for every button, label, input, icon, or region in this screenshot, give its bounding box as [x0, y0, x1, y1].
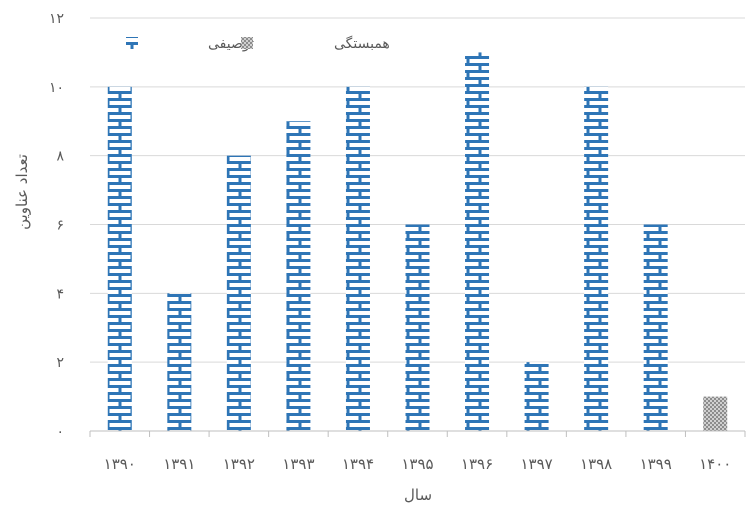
y-tick-label: ۸ [56, 149, 64, 165]
x-tick-label: ۱۳۹۷ [520, 455, 552, 473]
x-tick-label: ۱۳۹۴ [342, 455, 374, 473]
bar-descriptive[interactable] [405, 224, 430, 432]
x-tick-label: ۱۳۹۹ [640, 455, 672, 473]
x-tick-label: ۱۳۹۳ [282, 455, 314, 473]
bars [107, 52, 728, 432]
y-tick-label: ۱۰ [49, 80, 64, 96]
legend-item-descriptive[interactable]: توصیفی [126, 36, 254, 52]
x-tick-label: ۱۴۰۰ [699, 455, 731, 473]
y-tick-label: ۴ [56, 286, 64, 302]
bar-descriptive[interactable] [167, 293, 192, 431]
legend: توصیفی همبستگی [126, 35, 390, 52]
axes: ۰ ۲ ۴ ۶ ۸ ۱۰ ۱۲ ۱۳۹۰ ۱۳۹۱ ۱۳۹۲ ۱۳۹۳ ۱۳۹۴ ۱۳۹۵ ۱۳۹۶ ۱۳۹… [49, 11, 746, 473]
y-tick-label: ۰ [56, 424, 64, 440]
x-tick-label: ۱۳۹۰ [104, 455, 136, 473]
bar-descriptive[interactable] [345, 86, 370, 431]
bar-descriptive[interactable] [465, 52, 490, 432]
x-tick-label: ۱۳۹۶ [461, 455, 493, 473]
bar-descriptive[interactable] [643, 224, 668, 432]
x-tick-label: ۱۳۹۸ [580, 455, 612, 473]
y-tick-label: ۱۲ [49, 11, 64, 27]
legend-item-correlational[interactable]: همبستگی [241, 35, 390, 52]
x-tick-label: ۱۳۹۱ [163, 455, 195, 473]
bar-descriptive[interactable] [226, 155, 251, 431]
x-axis-title: سال [404, 486, 432, 504]
legend-swatch-correlational [241, 37, 253, 49]
x-tick-label: ۱۳۹۵ [401, 455, 433, 473]
y-tick-label: ۶ [56, 218, 64, 234]
x-tick-label: ۱۳۹۲ [223, 455, 255, 473]
bar-descriptive[interactable] [286, 121, 311, 431]
y-axis-title: تعداد عناوین [13, 154, 31, 230]
legend-label-correlational: همبستگی [334, 35, 390, 52]
bar-descriptive[interactable] [107, 86, 132, 431]
bar-descriptive[interactable] [584, 86, 609, 431]
bar-correlational[interactable] [703, 396, 728, 431]
bar-descriptive[interactable] [524, 362, 549, 431]
legend-swatch-descriptive [126, 37, 138, 49]
y-tick-label: ۲ [56, 355, 64, 371]
